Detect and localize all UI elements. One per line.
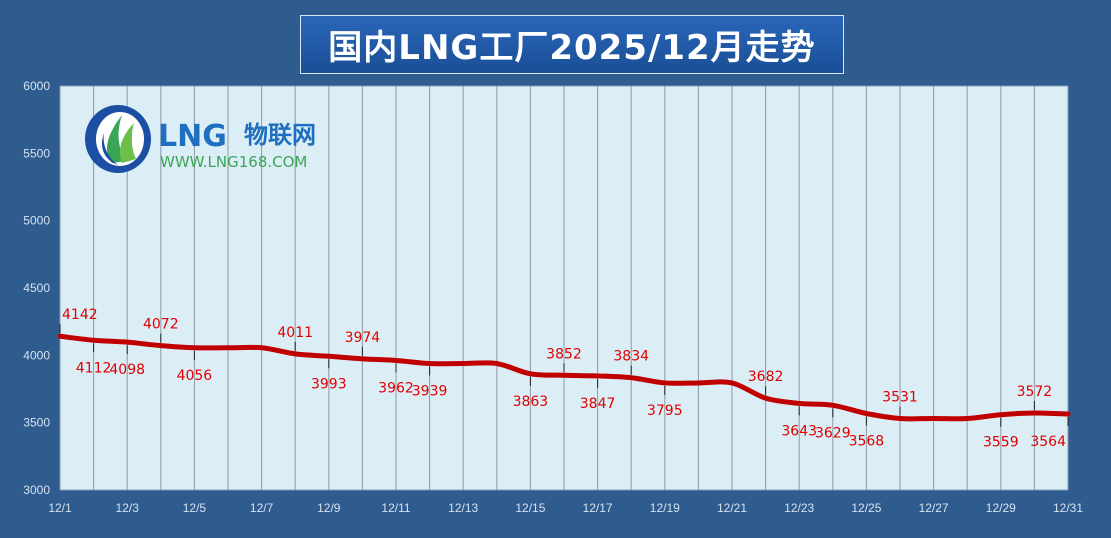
data-label: 3847 <box>580 396 616 412</box>
y-tick-label: 4000 <box>23 348 50 362</box>
x-tick-label: 12/31 <box>1053 501 1083 515</box>
data-label: 3531 <box>882 389 918 405</box>
data-label: 3834 <box>613 349 649 365</box>
logo-brand-cn: 物联网 <box>244 121 316 149</box>
data-label: 3974 <box>345 330 381 346</box>
data-label: 4056 <box>177 368 213 384</box>
data-label: 4098 <box>109 362 145 378</box>
x-tick-label: 12/17 <box>583 501 613 515</box>
y-tick-label: 3000 <box>23 483 50 497</box>
data-label: 4142 <box>62 307 98 323</box>
x-tick-label: 12/1 <box>48 501 72 515</box>
chart-title-box: 国内LNG工厂2025/12月走势 <box>300 15 844 74</box>
data-label: 3993 <box>311 376 347 392</box>
data-label: 3795 <box>647 403 683 419</box>
data-label: 3863 <box>513 394 549 410</box>
y-tick-label: 4500 <box>23 281 50 295</box>
y-tick-label: 3500 <box>23 416 50 430</box>
x-tick-label: 12/19 <box>650 501 680 515</box>
x-tick-label: 12/13 <box>448 501 478 515</box>
data-label: 4072 <box>143 317 179 333</box>
data-label: 3939 <box>412 384 448 400</box>
data-label: 3852 <box>546 346 582 362</box>
x-tick-label: 12/21 <box>717 501 747 515</box>
data-label: 3568 <box>849 434 885 450</box>
lng-logo: LNG 物联网 WWW.LNG168.COM <box>85 105 316 173</box>
series-line <box>57 333 1071 422</box>
x-tick-label: 12/23 <box>784 501 814 515</box>
x-tick-label: 12/27 <box>919 501 949 515</box>
data-label: 3629 <box>815 425 851 441</box>
data-label: 4112 <box>76 360 112 376</box>
x-tick-label: 12/5 <box>183 501 207 515</box>
x-tick-label: 12/15 <box>515 501 545 515</box>
y-tick-label: 5500 <box>23 146 50 160</box>
x-tick-label: 12/3 <box>116 501 140 515</box>
x-tick-label: 12/7 <box>250 501 274 515</box>
data-label: 3572 <box>1017 384 1053 400</box>
data-label: 3962 <box>378 380 414 396</box>
data-label: 3559 <box>983 435 1019 451</box>
data-label: 4011 <box>277 325 313 341</box>
logo-url: WWW.LNG168.COM <box>160 153 307 171</box>
x-tick-label: 12/29 <box>986 501 1016 515</box>
data-label: 3682 <box>748 369 784 385</box>
logo-emblem-icon <box>85 105 151 173</box>
chart-title: 国内LNG工厂2025/12月走势 <box>328 28 816 68</box>
data-label: 3564 <box>1030 434 1066 450</box>
x-tick-label: 12/25 <box>851 501 881 515</box>
y-tick-label: 6000 <box>23 79 50 93</box>
x-tick-label: 12/9 <box>317 501 341 515</box>
y-tick-label: 5000 <box>23 214 50 228</box>
logo-brand: LNG <box>158 119 227 154</box>
data-label: 3643 <box>781 423 817 439</box>
x-tick-label: 12/11 <box>381 501 410 515</box>
